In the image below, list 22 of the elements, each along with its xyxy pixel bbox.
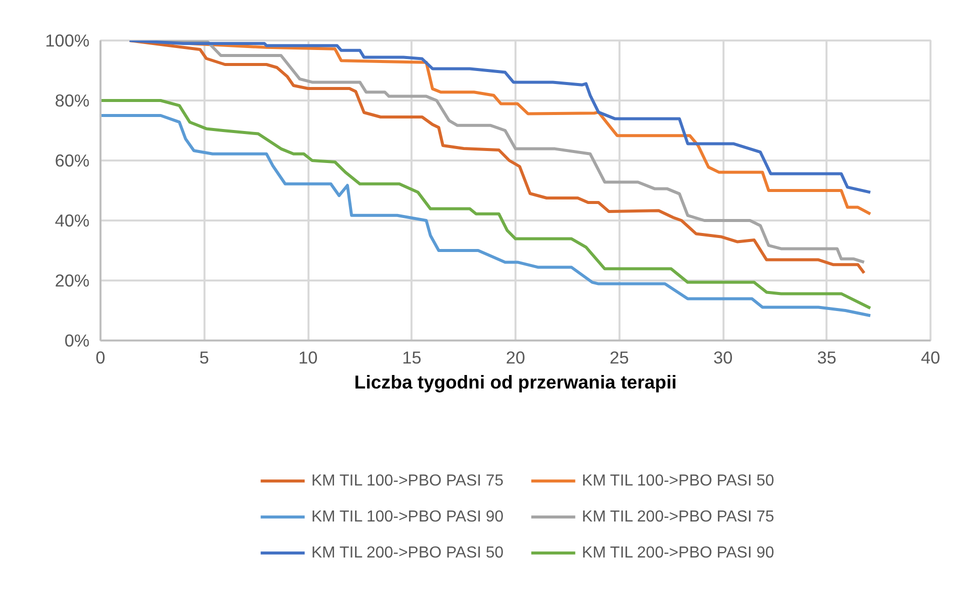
legend-label: KM TIL 200->PBO PASI 90: [582, 544, 774, 562]
x-axis-title: Liczba tygodni od przerwania terapii: [354, 372, 677, 392]
y-tick-label: 0%: [64, 330, 90, 350]
x-tick-label: 0: [96, 348, 106, 368]
y-tick-label: 60%: [54, 150, 90, 170]
legend-label: KM TIL 200->PBO PASI 75: [582, 508, 774, 526]
y-tick-label: 20%: [54, 270, 90, 290]
x-tick-label: 40: [920, 348, 940, 368]
x-tick-label: 10: [298, 348, 318, 368]
x-tick-label: 20: [506, 348, 526, 368]
y-tick-label: 80%: [54, 90, 90, 110]
x-tick-label: 30: [713, 348, 733, 368]
legend-label: KM TIL 200->PBO PASI 50: [311, 544, 504, 562]
x-tick-label: 35: [817, 348, 836, 368]
y-tick-label: 40%: [54, 210, 90, 230]
y-tick-label: 100%: [45, 30, 90, 50]
legend-label: KM TIL 100->PBO PASI 90: [311, 508, 504, 526]
x-tick-label: 5: [199, 348, 210, 368]
x-tick-label: 15: [402, 348, 422, 368]
legend-label: KM TIL 100->PBO PASI 75: [311, 472, 504, 490]
legend-label: KM TIL 100->PBO PASI 50: [582, 472, 774, 490]
x-tick-label: 25: [610, 348, 629, 368]
